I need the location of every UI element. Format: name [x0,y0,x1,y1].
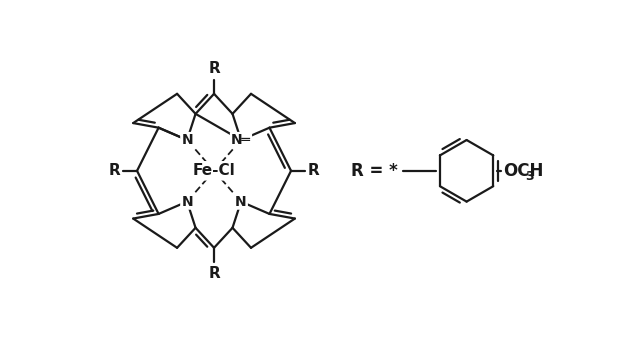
Text: N═: N═ [231,133,251,147]
Text: R: R [208,265,220,280]
Text: R = *: R = * [351,162,398,180]
Text: R: R [308,163,320,178]
Text: Fe-Cl: Fe-Cl [193,163,236,178]
Text: R: R [208,61,220,76]
Text: N: N [181,195,193,208]
Text: N: N [235,195,247,208]
Text: 3: 3 [525,170,534,182]
Text: N: N [181,133,193,147]
Text: R: R [108,163,120,178]
Text: OCH: OCH [503,162,543,180]
